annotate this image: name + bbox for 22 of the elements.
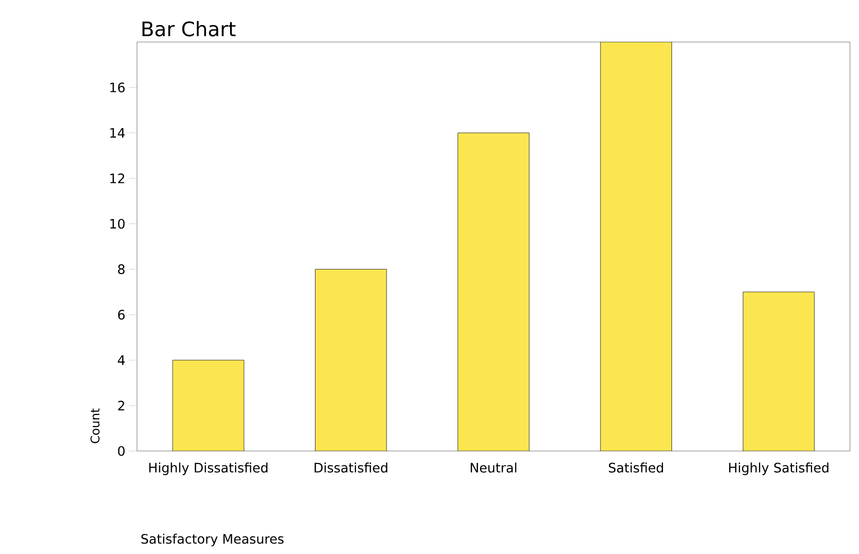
- y-tick-label: 8: [118, 264, 125, 274]
- y-tick-label: 2: [118, 400, 124, 410]
- chart-title: Bar Chart: [142, 20, 236, 36]
- y-tick-label: 16: [110, 82, 125, 92]
- bar: [458, 132, 530, 451]
- bar: [172, 360, 244, 451]
- x-tick-label: Dissatisfied: [314, 462, 388, 473]
- x-tick-label: Highly Dissatisfied: [149, 462, 268, 476]
- x-tick-label: Highly Satisfied: [729, 462, 828, 476]
- y-tick-label: 4: [118, 355, 125, 365]
- y-tick-label: 0: [118, 446, 125, 456]
- bar: [315, 269, 387, 451]
- y-axis-title: Count: [90, 408, 100, 444]
- y-tick-label: 6: [118, 310, 125, 320]
- x-axis-title: Satisfactory Measures: [141, 534, 284, 546]
- y-tick-label: 14: [110, 128, 125, 138]
- y-tick-label: 10: [110, 218, 125, 229]
- x-tick-label: Neutral: [470, 462, 516, 473]
- bar: [600, 42, 672, 451]
- x-tick-label: Satisfied: [608, 462, 663, 473]
- y-tick-label: 12: [110, 174, 124, 184]
- bar: [742, 292, 815, 451]
